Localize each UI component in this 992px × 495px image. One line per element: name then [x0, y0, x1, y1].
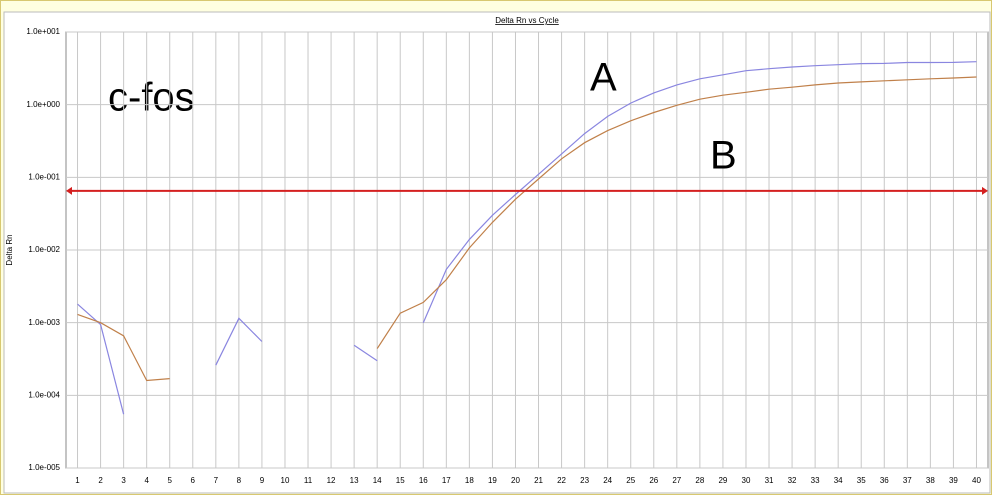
x-tick-label: 35 — [857, 476, 866, 485]
annotation: c-fos — [108, 76, 195, 120]
x-tick-label: 22 — [557, 476, 566, 485]
y-tick-label: 1.0e+001 — [26, 27, 60, 36]
x-tick-label: 12 — [327, 476, 336, 485]
x-tick-label: 34 — [834, 476, 843, 485]
x-tick-label: 33 — [811, 476, 820, 485]
y-tick-label: 1.0e-002 — [28, 245, 60, 254]
y-axis-label: Delta Rn — [5, 234, 14, 265]
x-tick-label: 11 — [304, 476, 313, 485]
y-tick-label: 1.0e-003 — [28, 318, 60, 327]
series-label: A — [590, 56, 617, 100]
series-line — [77, 76, 977, 382]
x-tick-label: 2 — [98, 476, 103, 485]
x-tick-label: 26 — [649, 476, 658, 485]
x-tick-label: 20 — [511, 476, 520, 485]
x-tick-label: 3 — [121, 476, 126, 485]
x-tick-label: 18 — [465, 476, 474, 485]
x-tick-label: 40 — [972, 476, 981, 485]
y-tick-label: 1.0e-004 — [28, 390, 60, 399]
x-tick-label: 24 — [603, 476, 612, 485]
y-tick-label: 1.0e-001 — [28, 172, 60, 181]
x-tick-label: 19 — [488, 476, 497, 485]
x-tick-label: 13 — [350, 476, 359, 485]
x-tick-label: 6 — [191, 476, 196, 485]
x-tick-label: 8 — [237, 476, 242, 485]
series-line — [77, 61, 977, 415]
x-tick-label: 30 — [742, 476, 751, 485]
x-tick-label: 31 — [765, 476, 774, 485]
x-tick-label: 38 — [926, 476, 935, 485]
x-tick-label: 23 — [580, 476, 589, 485]
series-label: B — [710, 134, 737, 178]
x-tick-label: 17 — [442, 476, 451, 485]
x-tick-label: 10 — [281, 476, 290, 485]
x-tick-label: 7 — [214, 476, 219, 485]
x-tick-label: 1 — [75, 476, 80, 485]
x-tick-label: 9 — [260, 476, 265, 485]
y-tick-label: 1.0e-005 — [28, 463, 60, 472]
x-tick-label: 28 — [695, 476, 704, 485]
x-tick-label: 14 — [373, 476, 382, 485]
x-tick-label: 16 — [419, 476, 428, 485]
x-tick-label: 29 — [718, 476, 727, 485]
x-tick-label: 36 — [880, 476, 889, 485]
x-tick-label: 15 — [396, 476, 405, 485]
x-tick-label: 5 — [167, 476, 172, 485]
x-tick-label: 21 — [534, 476, 543, 485]
x-tick-label: 39 — [949, 476, 958, 485]
x-tick-label: 32 — [788, 476, 797, 485]
x-tick-label: 25 — [626, 476, 635, 485]
y-tick-label: 1.0e+000 — [26, 100, 60, 109]
chart-title: Delta Rn vs Cycle — [495, 16, 559, 25]
x-tick-label: 37 — [903, 476, 912, 485]
x-tick-label: 27 — [672, 476, 681, 485]
x-tick-label: 4 — [144, 476, 149, 485]
